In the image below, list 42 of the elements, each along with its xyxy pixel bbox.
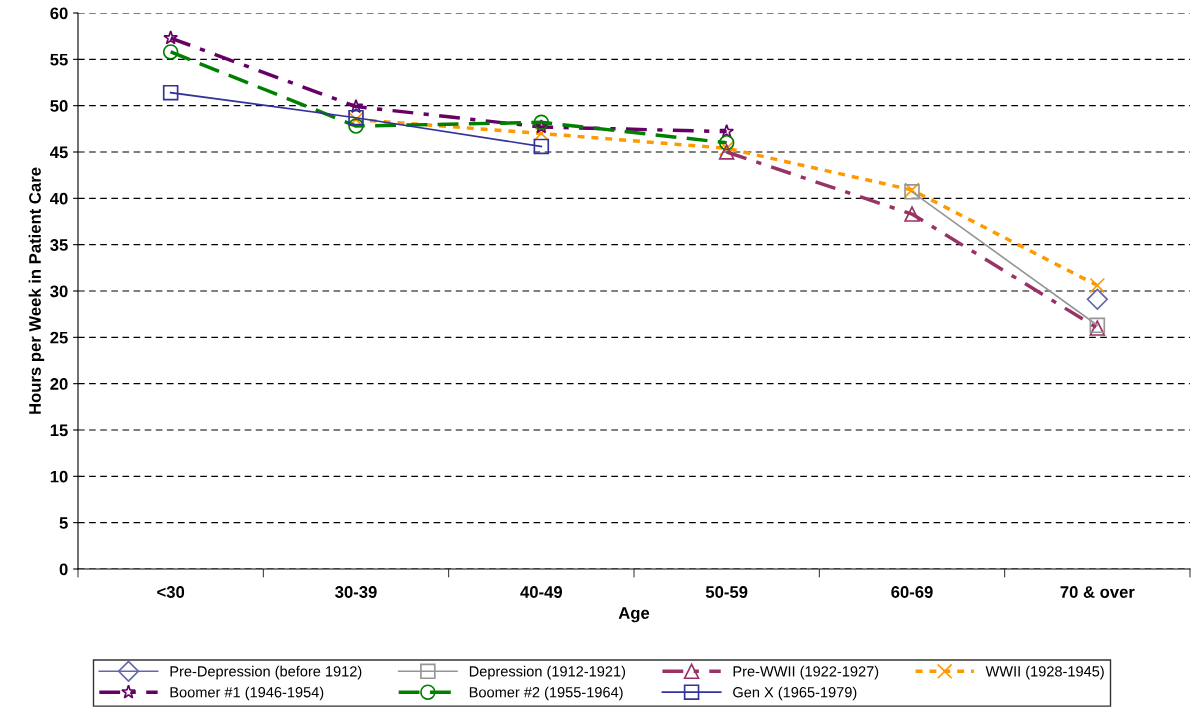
x-axis-title: Age: [618, 607, 650, 623]
y-tick-label: 55: [50, 53, 68, 66]
point: [348, 98, 364, 114]
point: [162, 44, 179, 60]
y-tick-label: 0: [59, 563, 68, 576]
x-tick-label: <30: [157, 586, 185, 598]
y-tick-label: 25: [50, 331, 68, 344]
x-tick-label: 40-49: [520, 586, 563, 598]
y-tick-label: 35: [50, 239, 68, 251]
point: [719, 123, 735, 139]
x-tick-label: 30-39: [335, 586, 377, 598]
y-tick-label: 45: [49, 146, 68, 159]
point: [163, 30, 179, 45]
legend-label: WWII (1928-1945): [985, 665, 1104, 680]
point: [1086, 288, 1108, 310]
y-tick-label: 60: [50, 7, 68, 20]
point: [718, 144, 735, 160]
x-tick-label: 70 & over: [1060, 586, 1135, 598]
y-tick-label: 15: [50, 424, 68, 437]
point: [904, 206, 920, 222]
legend-label: Boomer #2 (1955-1964): [469, 686, 623, 701]
point: [348, 118, 364, 134]
y-tick-label: 30: [50, 285, 68, 298]
x-tick-label: 60-69: [891, 586, 933, 598]
point: [1089, 277, 1106, 294]
y-tick-label: 10: [50, 470, 68, 483]
y-tick-label: 5: [59, 517, 68, 529]
y-axis-title: Hours per Week in Patient Care: [28, 167, 45, 414]
legend-label: Pre-WWII (1922-1927): [733, 665, 879, 680]
y-tick-label: 50: [50, 100, 68, 112]
point: [533, 119, 549, 134]
y-tick-label: 40: [49, 192, 68, 205]
legend-label: Gen X (1965-1979): [733, 686, 857, 701]
point: [533, 114, 550, 131]
legend-label: Boomer #1 (1946-1954): [170, 686, 324, 701]
point: [162, 84, 179, 101]
point: [533, 138, 550, 155]
point: [718, 134, 735, 151]
legend-label: Depression (1912-1921): [469, 665, 626, 680]
legend-label: Pre-Depression (before 1912): [170, 665, 362, 680]
y-tick-label: 20: [50, 378, 68, 390]
x-tick-label: 50-59: [705, 586, 748, 598]
